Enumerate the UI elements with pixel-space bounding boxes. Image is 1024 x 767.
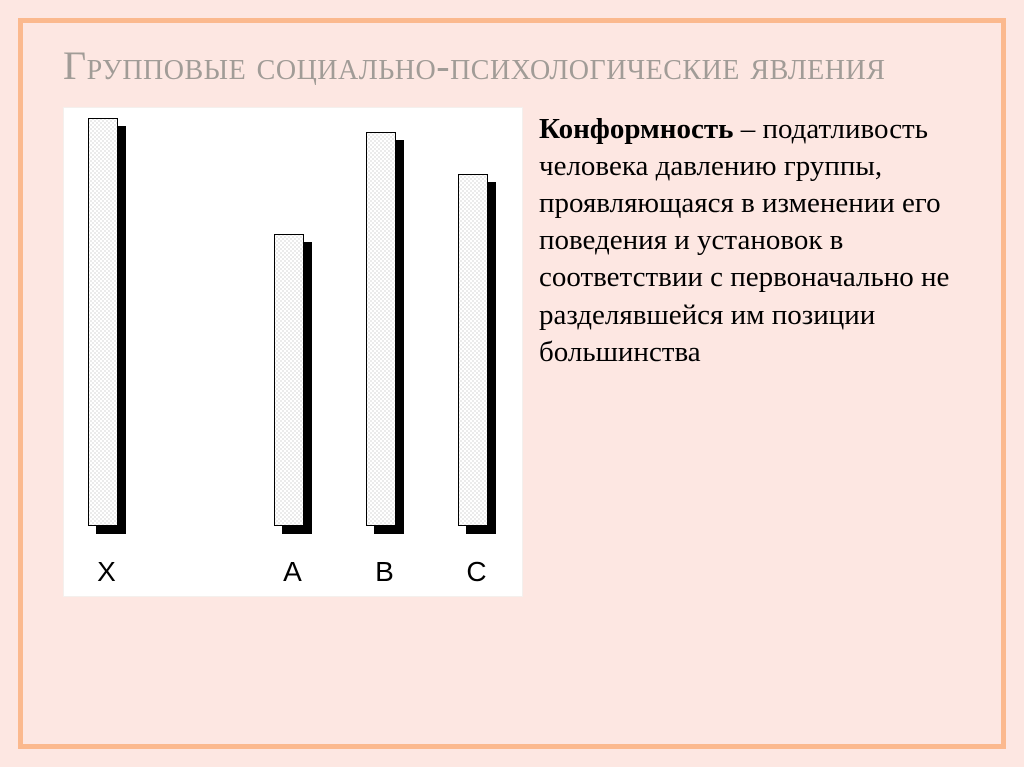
bar-main [458,174,488,526]
content-row: X A B C Конформность – податливость человек… [63,107,971,597]
bar-main [366,132,396,526]
bar-X [88,118,126,534]
definition-body: податливость человека давлению группы, п… [539,113,949,368]
labels-row: XABC [64,540,522,588]
bar-label-A: A [283,556,303,588]
definition-text: Конформность – податливость человека дав… [539,111,971,371]
bars-area [64,120,522,534]
asch-lines-chart: XABC [63,107,523,597]
bar-label-X: X [97,556,117,588]
bar-main [274,234,304,526]
definition-term: Конформность [539,113,733,145]
bar-C [458,174,496,534]
bar-label-C: C [466,556,487,588]
slide-title: Групповые социально-психологические явле… [63,43,971,89]
slide-frame: Групповые социально-психологические явле… [18,18,1006,749]
bar-A [274,234,312,534]
bar-B [366,132,404,534]
definition-block: Конформность – податливость человека дав… [539,107,971,371]
bar-label-B: B [375,556,395,588]
chart-canvas: XABC [63,107,523,597]
bar-main [88,118,118,526]
definition-dash: – [733,113,762,145]
